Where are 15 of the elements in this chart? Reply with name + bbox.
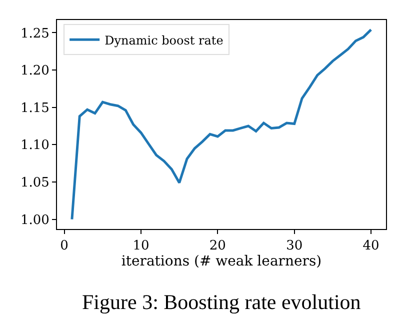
y-tick-label: 1.20 xyxy=(20,64,50,79)
caption: Figure 3: Boosting rate evolution xyxy=(82,290,362,314)
y-tick-label: 1.25 xyxy=(20,26,50,42)
y-tick-label: 1.00 xyxy=(20,212,50,228)
line-series xyxy=(70,28,372,221)
y-tick-label: 1.15 xyxy=(20,100,50,116)
y-tick-label: 1.10 xyxy=(20,138,50,154)
y-tick-label: 1.05 xyxy=(20,176,50,191)
x-tick-label: 40 xyxy=(362,238,380,254)
x-tick-label: 10 xyxy=(132,238,150,254)
legend-label: Dynamic boost rate xyxy=(104,33,224,48)
x-tick-label: 30 xyxy=(286,238,303,254)
x-axis-title: iterations (# weak learners) xyxy=(121,254,322,270)
x-tick-label: 20 xyxy=(209,238,226,254)
x-tick-label: 0 xyxy=(60,238,68,254)
